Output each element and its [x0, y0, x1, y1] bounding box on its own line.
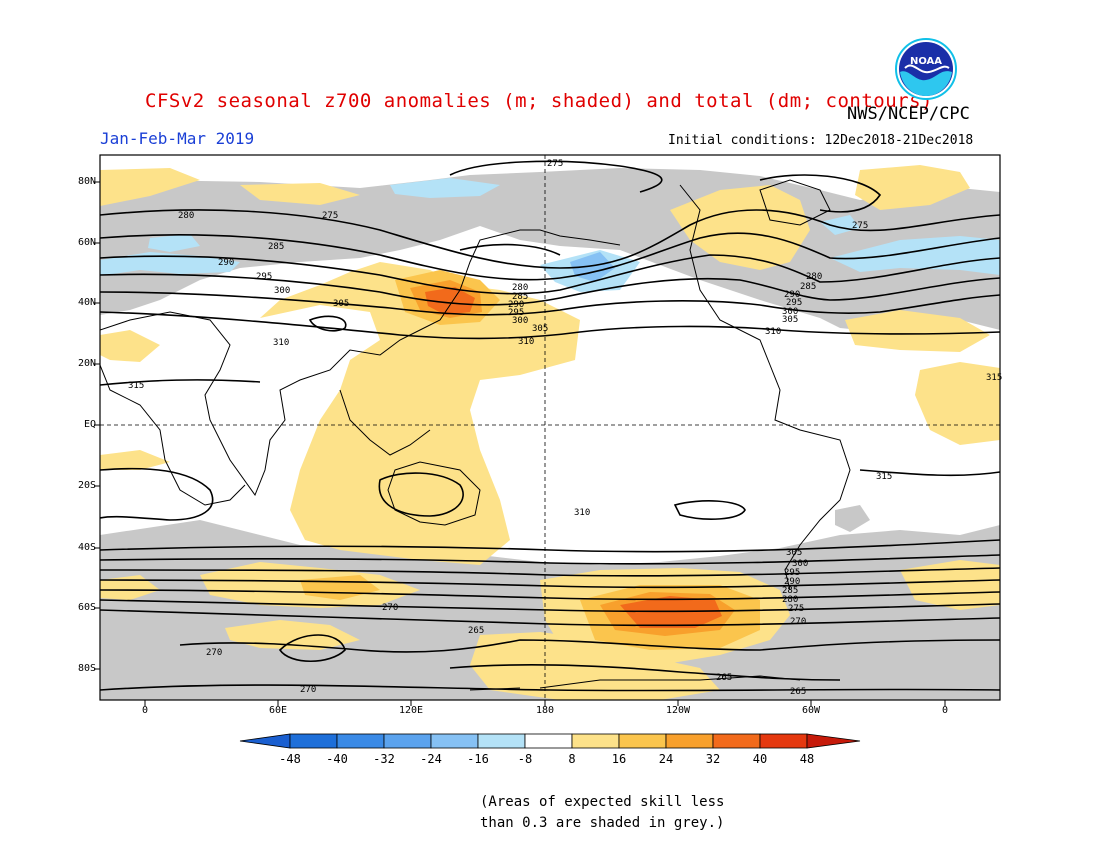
coastlines: [100, 179, 851, 691]
lon-label: 0: [141, 705, 149, 716]
colorbar-segment: [430, 733, 479, 749]
lat-label: 80S: [77, 663, 96, 674]
season-label: Jan-Feb-Mar 2019: [100, 129, 255, 148]
contour-label: 290: [784, 577, 800, 587]
contour-label: 270: [206, 648, 222, 658]
colorbar-high-arrow: [806, 733, 861, 749]
lon-label: 60W: [801, 705, 821, 716]
contour-label: 315: [876, 472, 892, 482]
contour-label: 280: [806, 272, 822, 282]
lon-label: 120E: [398, 705, 424, 716]
lat-label: 40N: [77, 297, 96, 308]
colorbar-segment: [289, 733, 338, 749]
contour-label: 265: [716, 673, 732, 683]
lon-label: 60E: [268, 705, 288, 716]
colorbar-segment: [477, 733, 526, 749]
contour-label: 285: [800, 282, 816, 292]
contour-label: 265: [468, 626, 484, 636]
colorbar-tick-label: -40: [326, 752, 348, 766]
contour-labels: 275 280 285 290 295 300 305 310 315 275 …: [128, 159, 1002, 697]
contour-label: 295: [784, 568, 800, 578]
contour-label: 290: [784, 290, 800, 300]
lon-label: 120W: [665, 705, 691, 716]
colorbar-segment: [336, 733, 385, 749]
colorbar-segment: [712, 733, 761, 749]
colorbar-tick-label: 24: [658, 752, 674, 766]
colorbar-tick-label: 48: [799, 752, 815, 766]
contour-label: 295: [786, 298, 802, 308]
contour-label: 305: [532, 324, 548, 334]
initial-conditions-label: Initial conditions: 12Dec2018-21Dec2018: [668, 133, 974, 148]
contour-label: 305: [782, 315, 798, 325]
contour-label: 285: [782, 586, 798, 596]
contour-label: 305: [786, 548, 802, 558]
colorbar-segment: [571, 733, 620, 749]
contour-label: 290: [508, 300, 524, 310]
colorbar-low-arrow: [239, 733, 291, 749]
lat-label: EQ: [83, 419, 96, 430]
contour-label: 270: [382, 603, 398, 613]
lat-label: 60S: [77, 602, 96, 613]
contour-label: 295: [508, 308, 524, 318]
contour-label: 270: [300, 685, 316, 695]
colorbar-segment: [524, 733, 573, 749]
colorbar-segment: [665, 733, 714, 749]
colorbar-tick-label: 40: [752, 752, 768, 766]
colorbar-segment: [383, 733, 432, 749]
lon-label: 0: [941, 705, 949, 716]
contour-label: 285: [512, 292, 528, 302]
colorbar-tick-label: -32: [373, 752, 395, 766]
contour-label: 300: [274, 286, 290, 296]
contour-label: 275: [322, 211, 338, 221]
lon-label: 180: [535, 705, 555, 716]
contour-label: 275: [788, 604, 804, 614]
lat-label: 20N: [77, 358, 96, 369]
colorbar-tick-label: 16: [611, 752, 627, 766]
contour-label: 310: [765, 327, 781, 337]
contour-label: 305: [333, 299, 349, 309]
lat-label: 40S: [77, 542, 96, 553]
skill-note: (Areas of expected skill less than 0.3 a…: [480, 794, 725, 831]
contour-label: 275: [547, 159, 563, 169]
colorbar-tick-label: 32: [705, 752, 721, 766]
contour-label: 280: [782, 595, 798, 605]
contour-label: 265: [790, 687, 806, 697]
colorbar: [239, 733, 861, 749]
contour-label: 270: [790, 617, 806, 627]
negative-anomaly-light: [100, 178, 1000, 292]
contour-label: 315: [986, 373, 1002, 383]
colorbar-tick-label: -24: [420, 752, 442, 766]
contour-label: 300: [792, 559, 808, 569]
plot-frame: [99, 154, 1001, 701]
grid-lines: [100, 155, 1000, 700]
colorbar-tick-label: -8: [517, 752, 533, 766]
figure-title: CFSv2 seasonal z700 anomalies (m; shaded…: [145, 90, 933, 112]
contour-label: 310: [574, 508, 590, 518]
noaa-logo: NOAA: [895, 38, 957, 100]
height-contours: [100, 160, 1000, 692]
tick-marks: [94, 181, 946, 706]
contour-label: 300: [512, 316, 528, 326]
colorbar-segment: [618, 733, 667, 749]
contour-label: 310: [518, 337, 534, 347]
contour-label: 280: [512, 283, 528, 293]
contour-label: 310: [273, 338, 289, 348]
contour-label: 300: [782, 307, 798, 317]
logo-text: NOAA: [910, 56, 942, 67]
lat-label: 60N: [77, 237, 96, 248]
contour-label: 280: [178, 211, 194, 221]
contour-label: 285: [268, 242, 284, 252]
lat-label: 80N: [77, 176, 96, 187]
colorbar-tick-label: 8: [568, 752, 576, 766]
colorbar-segment: [759, 733, 808, 749]
colorbar-tick-label: -48: [279, 752, 301, 766]
lat-label: 20S: [77, 480, 96, 491]
colorbar-tick-label: -16: [467, 752, 489, 766]
agency-label: NWS/NCEP/CPC: [847, 104, 970, 124]
contour-label: 290: [218, 258, 234, 268]
contour-label: 275: [852, 221, 868, 231]
contour-label: 315: [128, 381, 144, 391]
contour-label: 295: [256, 272, 272, 282]
